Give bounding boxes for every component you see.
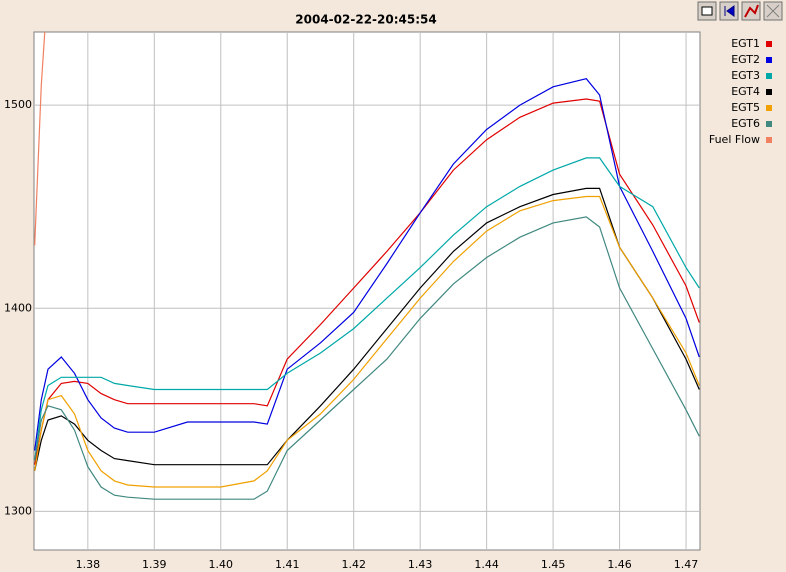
points-button[interactable] (741, 1, 761, 21)
legend-swatch (766, 57, 772, 63)
reset-icon (724, 5, 735, 17)
x-tick-label: 1.46 (607, 558, 632, 571)
series-line (34, 216, 700, 500)
zoom-icon (766, 4, 780, 18)
series-line (34, 157, 700, 461)
x-tick-label: 1.43 (408, 558, 433, 571)
plot-lines (34, 32, 700, 500)
x-tick-label: 1.40 (209, 558, 234, 571)
y-tick-label: 1500 (4, 98, 32, 111)
legend-swatch (766, 137, 772, 143)
series-line (34, 78, 700, 451)
series-line (34, 195, 700, 488)
legend-label: EGT2 (731, 53, 760, 66)
legend-label: EGT5 (731, 101, 760, 114)
series-line (34, 98, 700, 465)
legend-label: EGT3 (731, 69, 760, 82)
y-tick-label: 1400 (4, 301, 32, 314)
x-tick-label: 1.44 (474, 558, 499, 571)
legend-swatch (766, 89, 772, 95)
legend-swatch (766, 121, 772, 127)
legend-swatch (766, 73, 772, 79)
toolbar (697, 1, 783, 21)
chart-title: 2004-02-22-20:45:54 (295, 13, 436, 27)
y-tick-label: 1300 (4, 504, 32, 517)
legend-label: EGT4 (731, 85, 760, 98)
legend-swatch (766, 41, 772, 47)
x-tick-label: 1.45 (541, 558, 566, 571)
x-tick-label: 1.39 (142, 558, 167, 571)
series-line (34, 32, 46, 246)
plot-area (33, 31, 701, 551)
legend-swatch (766, 105, 772, 111)
points-icon (744, 4, 759, 18)
legend-label: EGT1 (731, 37, 760, 50)
x-tick-label: 1.38 (76, 558, 101, 571)
print-icon (701, 6, 713, 16)
legend-label: Fuel Flow (709, 133, 760, 146)
x-tick-label: 1.41 (275, 558, 300, 571)
x-tick-label: 1.47 (674, 558, 699, 571)
legend-label: EGT6 (731, 117, 760, 130)
x-tick-label: 1.42 (341, 558, 366, 571)
